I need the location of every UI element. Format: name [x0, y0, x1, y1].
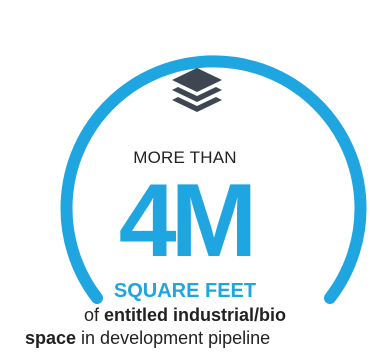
desc-bold-text: entitled industrial/bio: [104, 305, 287, 325]
stat-description-line-2: space in development pipeline: [25, 327, 370, 349]
stat-unit: SQUARE FEET: [113, 280, 257, 302]
desc-bold-text: space: [25, 328, 77, 348]
stat-prefix: MORE THAN: [133, 148, 237, 167]
desc-text: in development pipeline: [76, 328, 271, 348]
stat-description-line-1: of entitled industrial/bio: [0, 304, 370, 326]
desc-text: of: [83, 305, 104, 325]
layers-icon: [172, 68, 222, 112]
stat-value: 4M: [118, 163, 257, 279]
